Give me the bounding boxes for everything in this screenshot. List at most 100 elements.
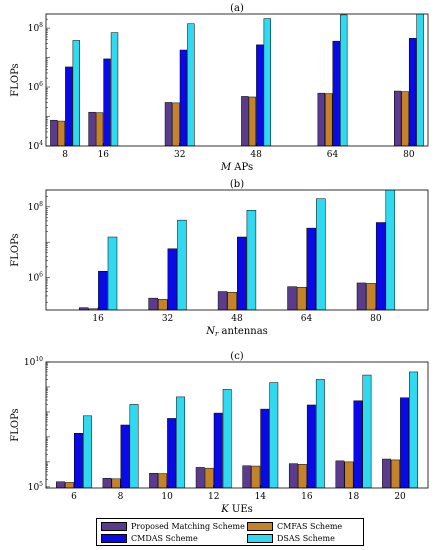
bar-cmdas-14 bbox=[260, 408, 270, 488]
bar-proposed-8 bbox=[50, 119, 58, 146]
xtick-label-1: 32 bbox=[174, 150, 185, 160]
bar-dsas-16 bbox=[110, 32, 119, 146]
bar-cmfas-8 bbox=[111, 478, 121, 488]
bar-cmfas-32 bbox=[172, 102, 180, 146]
xtick-label-3: 12 bbox=[208, 492, 219, 502]
bar-cmfas-64 bbox=[296, 286, 307, 310]
xtick-label-2: 32 bbox=[162, 314, 173, 324]
bar-dsas-64 bbox=[340, 14, 348, 146]
bars-panel-3 bbox=[56, 371, 418, 488]
xtick-label-1: 64 bbox=[327, 150, 339, 160]
xtick-label-3: 18 bbox=[348, 492, 360, 502]
y-axis-label-3: FLOPs bbox=[10, 408, 21, 441]
bar-cmdas-18 bbox=[353, 400, 363, 488]
bar-dsas-16 bbox=[315, 379, 325, 488]
bar-cmdas-32 bbox=[179, 49, 188, 146]
legend-swatch-cmdas bbox=[101, 534, 127, 543]
legend-label-cmdas: CMDAS Scheme bbox=[131, 534, 198, 543]
bar-cmdas-8 bbox=[120, 424, 130, 488]
bar-cmfas-80 bbox=[401, 91, 409, 146]
xtick-label-1: 80 bbox=[403, 150, 415, 160]
bar-dsas-6 bbox=[82, 415, 92, 488]
xtick-label-3: 14 bbox=[255, 492, 267, 502]
chart-panel-3: (c) 105 1010 6 8 10 12 14 16 18 20 K UEs FLOPs bbox=[10, 351, 429, 515]
bar-cmfas-12 bbox=[204, 467, 214, 488]
bar-proposed-32 bbox=[148, 297, 158, 310]
ytick-label-2: 106 bbox=[28, 271, 43, 283]
legend-label-dsas: DSAS Scheme bbox=[277, 534, 335, 543]
bar-proposed-64 bbox=[317, 92, 325, 146]
legend-swatch-dsas bbox=[247, 534, 273, 543]
bar-cmdas-12 bbox=[213, 412, 223, 488]
ytick-label-1: 104 bbox=[28, 140, 43, 152]
x-axis-label-2: Nr antennas bbox=[205, 326, 268, 338]
legend-label-proposed: Proposed Matching Scheme bbox=[131, 522, 245, 531]
bar-dsas-80 bbox=[416, 14, 424, 146]
bar-dsas-10 bbox=[176, 396, 186, 488]
xtick-label-3: 10 bbox=[161, 492, 173, 502]
bar-proposed-20 bbox=[382, 458, 392, 488]
bars-panel-1 bbox=[50, 14, 424, 146]
bar-proposed-8 bbox=[102, 478, 112, 488]
bar-dsas-48 bbox=[263, 18, 272, 146]
ytick-label-3: 105 bbox=[28, 481, 43, 493]
bar-proposed-12 bbox=[195, 467, 205, 488]
bar-cmdas-32 bbox=[167, 248, 178, 310]
bar-cmdas-48 bbox=[256, 44, 264, 146]
bar-cmfas-14 bbox=[251, 465, 261, 488]
xtick-label-3: 8 bbox=[118, 492, 124, 502]
bar-dsas-16 bbox=[107, 236, 118, 310]
bar-cmfas-20 bbox=[391, 459, 400, 488]
y-axis-label-2: FLOPs bbox=[10, 233, 21, 266]
bar-dsas-8 bbox=[129, 404, 139, 488]
ytick-label-2: 108 bbox=[28, 201, 43, 213]
bar-cmdas-16 bbox=[306, 404, 316, 488]
bar-cmfas-80 bbox=[366, 283, 376, 310]
bar-cmdas-80 bbox=[408, 38, 417, 146]
bar-cmdas-8 bbox=[65, 66, 73, 146]
legend-swatch-proposed bbox=[101, 522, 127, 531]
bar-proposed-16 bbox=[88, 111, 96, 146]
legend-item-cmdas: CMDAS Scheme bbox=[101, 534, 198, 543]
bar-cmfas-32 bbox=[157, 299, 168, 310]
bar-dsas-80 bbox=[385, 190, 396, 310]
bar-dsas-32 bbox=[177, 219, 187, 310]
panel-label-2: (b) bbox=[230, 179, 244, 190]
xtick-label-2: 48 bbox=[231, 314, 243, 324]
xtick-label-2: 16 bbox=[92, 314, 104, 324]
bar-proposed-32 bbox=[164, 102, 173, 146]
xtick-label-3: 16 bbox=[301, 492, 313, 502]
axes-frame-1 bbox=[45, 13, 429, 147]
xtick-label-2: 64 bbox=[301, 314, 313, 324]
xtick-label-3: 20 bbox=[394, 492, 406, 502]
bar-cmfas-6 bbox=[65, 482, 74, 488]
bar-proposed-10 bbox=[149, 473, 159, 488]
bar-cmdas-64 bbox=[306, 227, 317, 310]
y-axis-label-1: FLOPs bbox=[10, 63, 21, 96]
bar-cmdas-80 bbox=[375, 222, 386, 310]
bar-cmdas-48 bbox=[237, 236, 247, 310]
bar-cmfas-16 bbox=[95, 112, 104, 146]
bar-cmdas-64 bbox=[332, 40, 340, 146]
xtick-label-2: 80 bbox=[370, 314, 382, 324]
bar-proposed-14 bbox=[242, 465, 252, 488]
bar-cmfas-16 bbox=[297, 464, 307, 488]
ytick-label-1: 106 bbox=[28, 81, 43, 93]
bar-dsas-12 bbox=[222, 389, 232, 488]
xtick-label-1: 48 bbox=[250, 150, 262, 160]
panel-label-3: (c) bbox=[230, 351, 244, 362]
bar-dsas-18 bbox=[362, 374, 372, 488]
xtick-label-1: 16 bbox=[98, 150, 110, 160]
bar-proposed-48 bbox=[217, 291, 228, 310]
bar-dsas-64 bbox=[316, 198, 326, 310]
bar-proposed-16 bbox=[288, 463, 298, 488]
x-axis-label-1: M APs bbox=[220, 162, 253, 173]
bar-cmdas-20 bbox=[400, 397, 409, 488]
bar-cmdas-10 bbox=[167, 418, 177, 488]
bar-proposed-18 bbox=[335, 460, 345, 488]
bar-dsas-20 bbox=[409, 371, 418, 488]
bar-proposed-48 bbox=[241, 96, 249, 146]
legend-box: Proposed Matching Scheme CMFAS Scheme CM… bbox=[96, 518, 364, 546]
xtick-label-1: 8 bbox=[62, 150, 68, 160]
